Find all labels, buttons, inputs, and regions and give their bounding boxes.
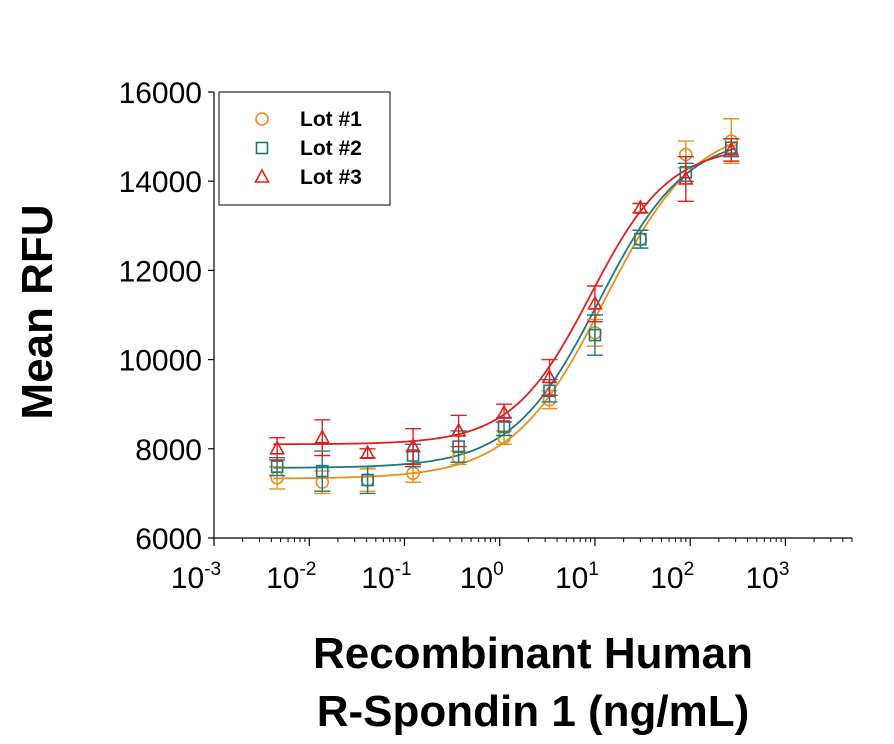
x-tick-label: 102 xyxy=(650,559,694,595)
data-point xyxy=(359,465,376,495)
data-point xyxy=(632,229,649,249)
data-point xyxy=(359,444,376,460)
y-tick-label: 6000 xyxy=(135,523,202,556)
x-tick-label: 101 xyxy=(555,559,599,595)
legend-label: Lot #1 xyxy=(300,108,362,131)
x-axis-title-line-2: R-Spondin 1 (ng/mL) xyxy=(317,687,750,736)
legend-label: Lot #3 xyxy=(300,166,362,189)
triangle-marker xyxy=(723,141,740,156)
x-tick-label: 100 xyxy=(460,559,504,595)
data-point xyxy=(586,285,603,323)
legend-square-icon xyxy=(255,141,269,155)
x-tick-label: 10-2 xyxy=(266,559,316,595)
square-marker xyxy=(588,328,602,342)
triangle-marker xyxy=(496,404,512,419)
data-point xyxy=(405,428,422,466)
triangle-marker xyxy=(541,368,558,384)
legend-triangle-icon xyxy=(254,168,270,183)
y-tick-label: 10000 xyxy=(119,345,202,378)
y-axis-title: Mean RFU xyxy=(13,204,62,419)
data-point xyxy=(450,414,467,448)
x-tick-label: 103 xyxy=(745,559,789,595)
triangle-marker xyxy=(632,199,649,214)
x-tick-label: 10-1 xyxy=(361,559,411,595)
triangle-marker xyxy=(269,440,285,455)
triangle-marker xyxy=(359,444,376,460)
triangle-marker xyxy=(314,428,331,444)
data-point xyxy=(314,419,331,457)
triangle-marker xyxy=(587,295,603,310)
data-point xyxy=(541,358,558,396)
data-point xyxy=(632,199,649,214)
square-marker xyxy=(270,460,284,473)
data-point xyxy=(677,155,694,202)
legend-label: Lot #2 xyxy=(300,137,362,160)
y-tick-label: 12000 xyxy=(119,255,202,288)
data-point xyxy=(723,138,740,162)
square-marker xyxy=(315,464,329,478)
y-tick-label: 8000 xyxy=(135,434,202,467)
data-point xyxy=(269,436,286,461)
legend-box xyxy=(218,91,391,206)
triangle-marker xyxy=(405,437,421,453)
square-marker xyxy=(634,232,647,246)
triangle-marker xyxy=(450,422,467,437)
legend: Lot #1 Lot #2 Lot #3 xyxy=(218,91,391,206)
square-marker xyxy=(361,473,374,487)
x-tick-label: 10-3 xyxy=(171,559,221,595)
y-tick-label: 16000 xyxy=(119,77,202,110)
legend-circle-icon xyxy=(255,112,269,126)
data-point xyxy=(496,403,513,423)
data-points xyxy=(269,118,740,495)
axes: 6000 8000 10000 12000 14000 16000 10-3 10-2 10-1… xyxy=(119,77,853,595)
y-tick-label: 14000 xyxy=(119,166,202,199)
x-axis-title-line-1: Recombinant Human xyxy=(313,629,753,678)
triangle-marker xyxy=(677,170,694,185)
